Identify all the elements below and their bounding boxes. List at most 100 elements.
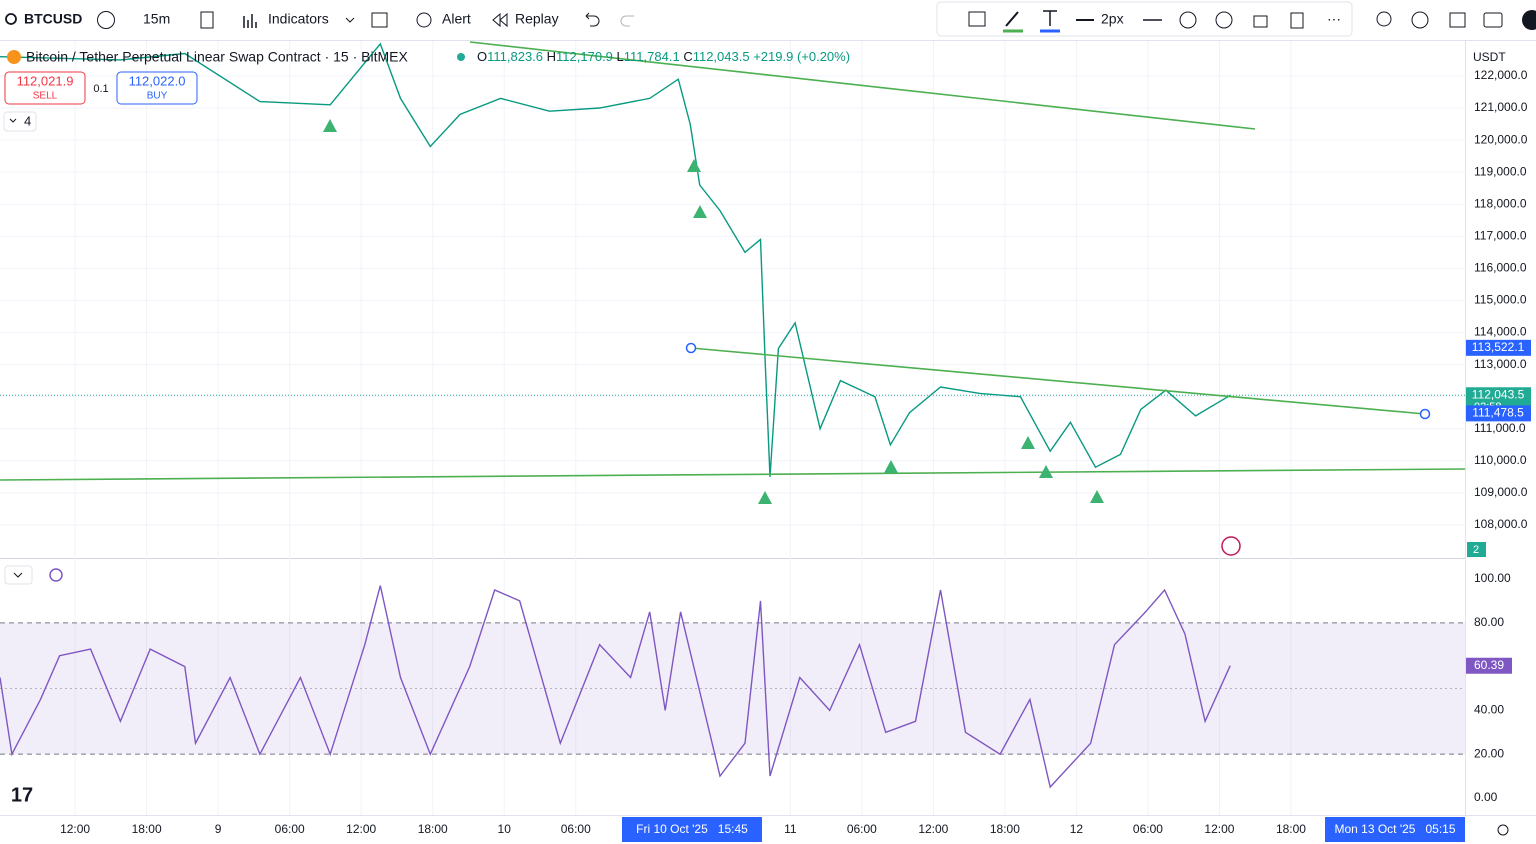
more[interactable]: ··· xyxy=(1327,11,1341,27)
sell-label[interactable]: SELL xyxy=(33,91,58,102)
indicators-button[interactable]: Indicators xyxy=(268,11,329,27)
lock[interactable] xyxy=(1253,15,1268,28)
layouts[interactable] xyxy=(371,12,388,28)
y-tick-label: 122,000.0 xyxy=(1474,68,1528,82)
indicator-count[interactable]: 4 xyxy=(24,113,31,128)
up-marker xyxy=(323,119,337,132)
replay-button[interactable]: Replay xyxy=(515,11,559,27)
x-tick-label: 06:00 xyxy=(275,822,305,836)
sell-price[interactable]: 112,021.9 xyxy=(17,73,74,88)
tool[interactable] xyxy=(968,11,986,27)
up-marker xyxy=(1090,490,1104,503)
x-tick-label: 12:00 xyxy=(1204,822,1234,836)
ohlc-label: O xyxy=(477,49,487,64)
x-tick-label: 9 xyxy=(215,822,222,836)
text-tool[interactable] xyxy=(1043,10,1057,26)
y-tick-label: 110,000.0 xyxy=(1474,453,1527,467)
x-tick-label: 12:00 xyxy=(60,822,90,836)
buy-price[interactable]: 112,022.0 xyxy=(129,73,186,88)
symbol[interactable]: BTCUSD xyxy=(24,11,82,27)
chevron xyxy=(13,572,23,578)
x-tick-label: 12:00 xyxy=(346,822,376,836)
search-icon[interactable] xyxy=(5,13,17,25)
x-tick-label: 10 xyxy=(498,822,512,836)
x-tick-label: 06:00 xyxy=(847,822,877,836)
y-tick-label: 119,000.0 xyxy=(1474,164,1527,178)
plot xyxy=(0,42,1465,789)
tool[interactable] xyxy=(1376,11,1392,27)
anchor-point[interactable] xyxy=(685,342,697,354)
profile[interactable] xyxy=(1522,10,1536,30)
y-tick-label: 40.00 xyxy=(1474,703,1504,717)
y-tick-label: 0.00 xyxy=(1474,790,1498,804)
time-marker xyxy=(621,817,762,842)
trend-line[interactable] xyxy=(690,347,1426,415)
value-tag-label: 60.39 xyxy=(1474,658,1504,672)
grid xyxy=(0,41,1465,815)
fullscreen[interactable] xyxy=(1449,12,1466,28)
up-marker xyxy=(1021,436,1035,449)
brush-tool[interactable] xyxy=(1005,11,1019,27)
ohlc-label: L xyxy=(617,49,624,64)
indicator-toggle[interactable] xyxy=(3,111,37,132)
replay-icon[interactable] xyxy=(492,12,508,28)
change: +219.9 (+0.20%) xyxy=(753,49,850,64)
sell-button[interactable] xyxy=(4,71,86,105)
trend-line[interactable] xyxy=(469,41,1256,130)
indicators-icon[interactable] xyxy=(243,14,257,28)
value-tag xyxy=(1466,657,1512,674)
x-tick-label: 18:00 xyxy=(1276,822,1306,836)
x-tick-label: 06:00 xyxy=(561,822,591,836)
redo[interactable] xyxy=(620,15,634,27)
buy-button[interactable] xyxy=(116,71,198,105)
y-tick-label: 109,000.0 xyxy=(1474,485,1528,499)
price-tag-label: 113,522.1 xyxy=(1472,340,1525,354)
screenshot[interactable] xyxy=(1483,12,1503,28)
x-tick-label: 11 xyxy=(784,822,797,836)
axis-settings[interactable] xyxy=(1497,824,1509,836)
chevron xyxy=(9,118,17,123)
y-tick-label: 108,000.0 xyxy=(1474,517,1528,531)
tool[interactable] xyxy=(1215,11,1233,29)
ohlc-label: H xyxy=(547,49,556,64)
y-tick-label: 115,000.0 xyxy=(1474,293,1527,307)
up-marker xyxy=(758,491,772,504)
trend-line[interactable] xyxy=(0,468,1466,481)
add-symbol[interactable] xyxy=(97,11,115,29)
settings[interactable] xyxy=(1411,11,1429,29)
chart-type[interactable] xyxy=(200,11,214,29)
up-marker xyxy=(1039,465,1053,478)
alert-icon[interactable] xyxy=(416,12,432,28)
rsi-toggle[interactable] xyxy=(4,565,33,585)
up-marker xyxy=(884,460,898,473)
y-tick-label: 113,000.0 xyxy=(1474,357,1527,371)
time-marker-label: Mon 13 Oct '25 05:15 xyxy=(1334,822,1455,836)
pane-badge xyxy=(1467,542,1486,557)
x-tick-label: 18:00 xyxy=(990,822,1020,836)
tool[interactable] xyxy=(1179,11,1197,29)
alert-button[interactable]: Alert xyxy=(442,11,471,27)
ohlc-value: 111,823.6 xyxy=(487,49,543,64)
axes: 108,000.0 109,000.0 110,000.0 111,000.0 112,… xyxy=(60,68,1531,842)
price-tag xyxy=(1466,405,1531,422)
interval[interactable]: 15m xyxy=(143,11,170,27)
x-tick-label: 12 xyxy=(1070,822,1084,836)
event-icon[interactable] xyxy=(1221,536,1241,556)
ohlc-value: 112,170.9 xyxy=(556,49,613,64)
x-tick-label: 18:00 xyxy=(132,822,162,836)
buy-label[interactable]: BUY xyxy=(147,91,168,102)
y-tick-label: 121,000.0 xyxy=(1474,100,1528,114)
undo[interactable] xyxy=(585,12,600,27)
currency[interactable]: USDT xyxy=(1473,50,1506,64)
dropdown[interactable] xyxy=(345,17,355,23)
y-tick-label: 114,000.0 xyxy=(1474,325,1527,339)
symbol-icon xyxy=(7,50,21,64)
series-line xyxy=(0,585,1231,789)
anchor-point[interactable] xyxy=(1419,408,1431,420)
quantity[interactable]: 0.1 xyxy=(93,83,108,95)
y-tick-label: 118,000.0 xyxy=(1474,196,1527,210)
delete[interactable] xyxy=(1290,12,1304,29)
line-width[interactable]: 2px xyxy=(1101,11,1124,27)
